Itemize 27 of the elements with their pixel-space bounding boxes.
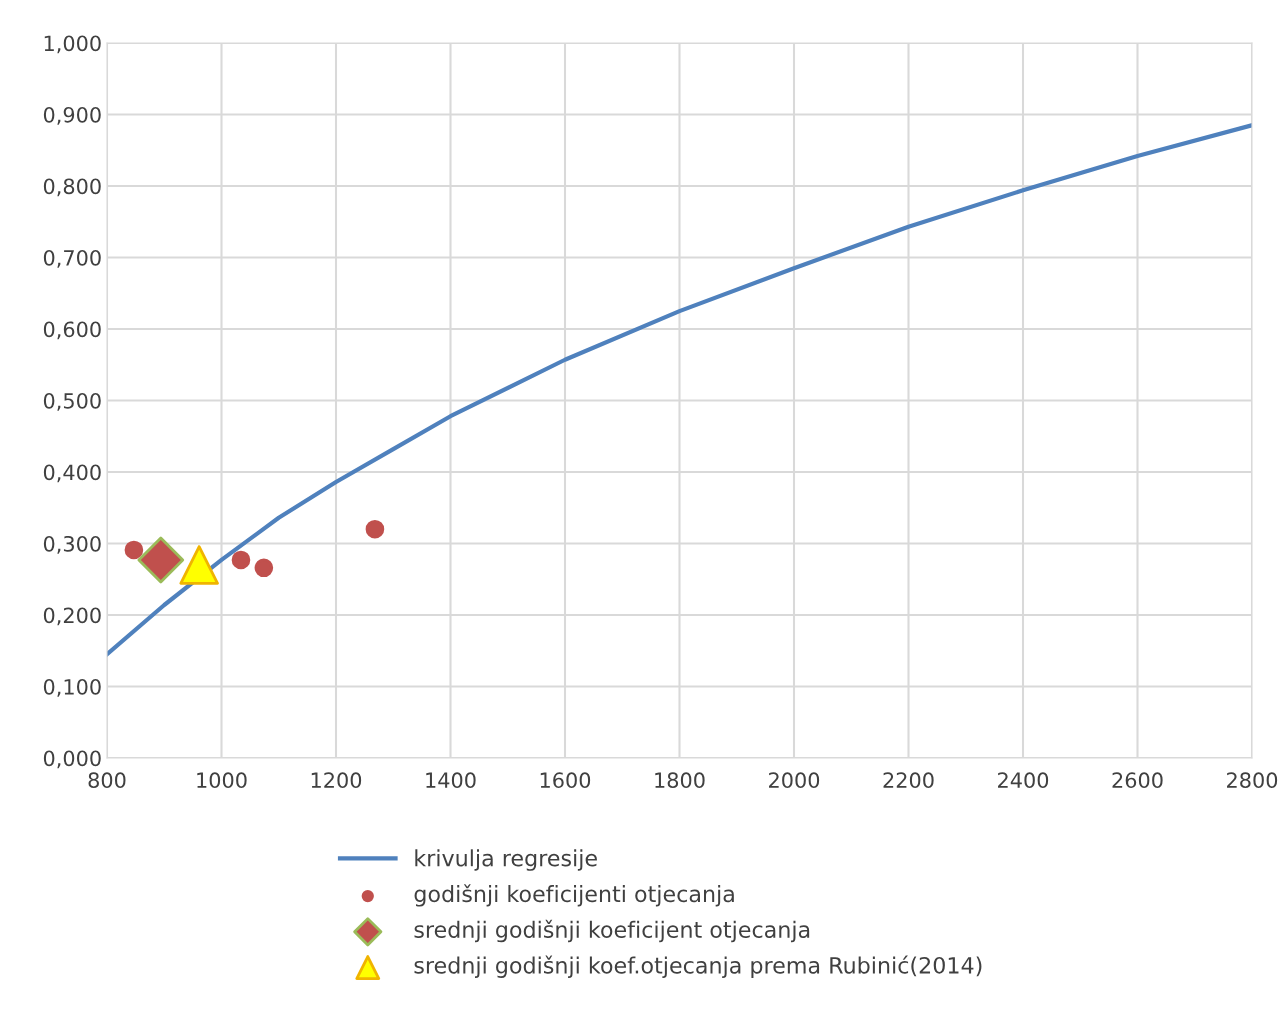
x-tick-label: 1000 <box>197 772 247 789</box>
y-tick-label: 0,500 <box>43 392 101 411</box>
x-tick-label: 2200 <box>883 772 934 789</box>
legend-label: godišnji koeficijenti otjecanja <box>414 884 734 907</box>
y-tick-label: 0,000 <box>43 750 101 769</box>
x-tick-label: 800 <box>88 772 126 789</box>
line-series <box>107 123 1252 657</box>
x-tick-label: 1800 <box>655 772 705 789</box>
y-tick-label: 0,400 <box>43 464 101 483</box>
x-tick-label: 2000 <box>769 772 820 789</box>
legend-label: krivulja regresije <box>415 849 597 871</box>
y-tick-label: 0,800 <box>43 178 101 197</box>
y-tick-label: 0,700 <box>43 249 101 268</box>
x-tick-label: 1400 <box>426 772 476 789</box>
y-tick-label: 0,600 <box>43 321 101 340</box>
y-tick-label: 1,000 <box>44 35 101 54</box>
x-tick-label: 1600 <box>540 772 591 789</box>
legend-label: srednji godišnji koeficijent otjecanja <box>414 919 810 943</box>
x-tick-label: 2600 <box>1112 772 1163 789</box>
y-tick-label: 0,300 <box>43 535 101 554</box>
x-tick-label: 1200 <box>311 772 362 789</box>
x-tick-label: 2800 <box>1227 772 1278 789</box>
y-tick-label: 0,100 <box>43 678 101 697</box>
x-tick-label: 2400 <box>998 772 1049 789</box>
y-tick-label: 0,200 <box>43 607 101 626</box>
y-tick-label: 0,900 <box>43 106 101 125</box>
legend-label: srednji godišnji koef.otjecanja prema Rubinić(2014) <box>414 955 982 978</box>
